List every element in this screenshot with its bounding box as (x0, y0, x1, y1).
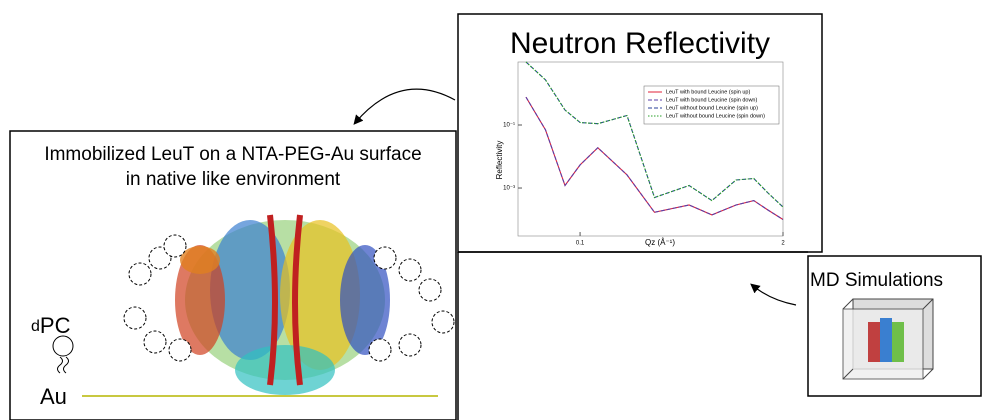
lipid-head (52, 335, 74, 357)
y-tick-label: 10⁻¹ (503, 123, 515, 129)
y-axis-label: Reflectivity (495, 141, 504, 180)
legend-label: LeuT with bound Leucine (spin down) (666, 97, 757, 103)
legend-label: LeuT without bound Leucine (spin down) (666, 113, 765, 119)
left-panel (9, 130, 457, 420)
md-title: MD Simulations (810, 270, 943, 291)
legend-label: LeuT without bound Leucine (spin up) (666, 105, 758, 111)
panel-title: Immobilized LeuT on a NTA-PEG-Au surface (44, 144, 421, 165)
lipid-tail (57, 356, 69, 374)
x-axis-label: Qz (Å⁻¹) (645, 238, 675, 247)
chart-title: Neutron Reflectivity (510, 27, 770, 60)
panel-title: in native like environment (126, 169, 341, 190)
protein (175, 214, 390, 395)
series-line (525, 61, 784, 208)
series-line (525, 96, 784, 220)
legend-box (643, 85, 780, 125)
plot: 10⁻¹ 10⁻³ 0.1 2 LeuT with bound Leucine (spi… (503, 61, 785, 247)
x-tick-label: 2 (781, 241, 785, 247)
lipids (123, 234, 455, 362)
dpc-label: dPC (31, 313, 71, 338)
x-tick-label: 0.1 (576, 241, 585, 247)
chart-panel (457, 13, 823, 253)
y-tick-label: 10⁻³ (503, 186, 515, 192)
sim-box (842, 298, 934, 380)
arrow (353, 88, 456, 125)
au-label: Au (40, 384, 67, 409)
plot-frame (517, 61, 784, 237)
arrow (750, 283, 797, 306)
legend-label: LeuT with bound Leucine (spin up) (666, 89, 750, 95)
